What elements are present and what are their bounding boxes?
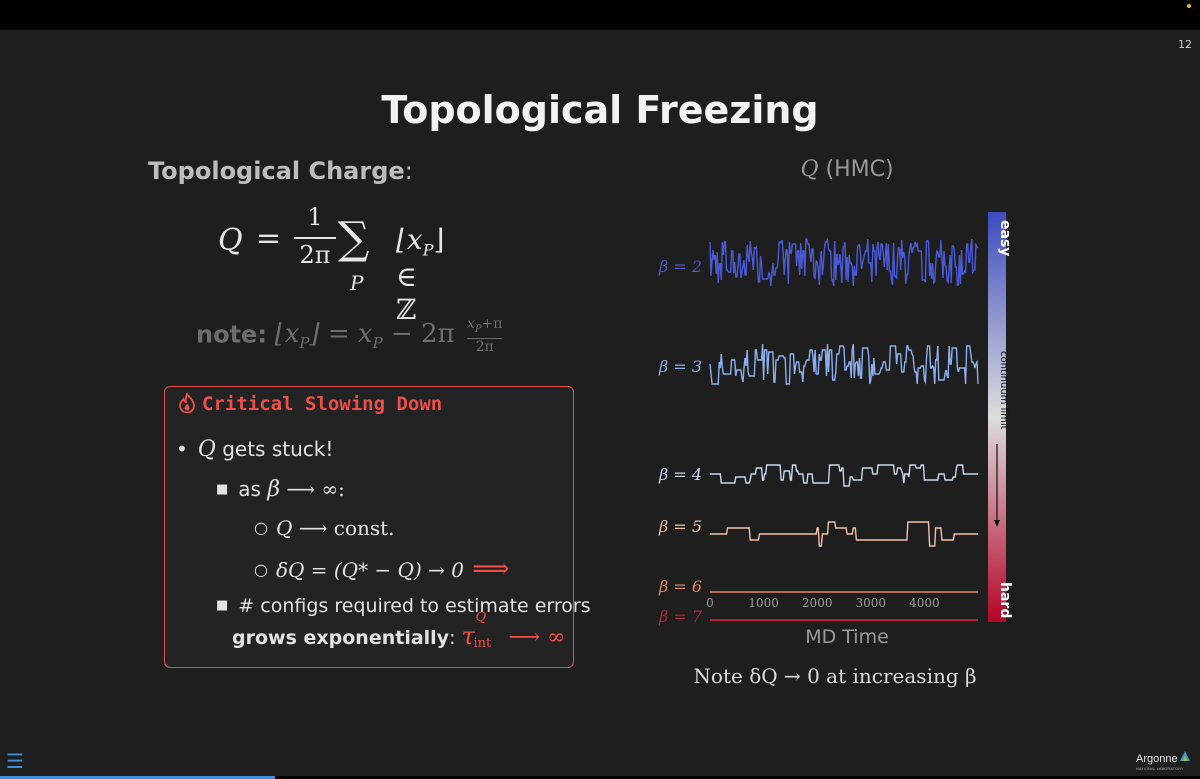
x-tick-label: 4000 — [909, 596, 940, 610]
series-label: β = 3 — [658, 357, 702, 376]
chart-x-label: MD Time — [805, 626, 889, 648]
bullet-q-stuck: • Q gets stuck! — [176, 437, 334, 462]
series-trace — [709, 237, 979, 287]
formula-frac-den: 2π — [299, 241, 331, 269]
colorbar-easy-label: easy — [997, 220, 1013, 256]
formula-frac-num: 1 — [307, 203, 323, 231]
bullet-q-const: ○ Q ⟶ const. — [254, 516, 395, 540]
bullet-as-beta: ■ as β ⟶ ∞: — [216, 477, 345, 502]
argonne-logo: Argonne NATIONAL LABORATORY — [1136, 747, 1192, 777]
x-tick-label: 2000 — [802, 596, 833, 610]
indicator-dot-icon — [1187, 4, 1191, 8]
x-tick-label: 3000 — [856, 596, 887, 610]
chart-traces — [709, 237, 979, 621]
series-trace — [709, 343, 979, 385]
hmc-chart: Q (HMC) β = 2 β = 3 β = 4 β = 5 β = 6 β = 7 0… — [658, 157, 1013, 648]
formula-q: Q — [218, 223, 243, 258]
charge-heading-colon: : — [404, 157, 413, 185]
colorbar-arrow-head-icon — [994, 520, 1000, 527]
svg-text:Argonne: Argonne — [1136, 753, 1178, 765]
formula-sum-sub: P — [350, 271, 364, 295]
charge-heading-bold: Topological Charge — [148, 157, 405, 185]
formula-term: ⌊xP⌋ ∈ ℤ — [396, 223, 445, 326]
svg-text:NATIONAL LABORATORY: NATIONAL LABORATORY — [1136, 766, 1184, 771]
chart-series-labels: β = 2 β = 3 β = 4 β = 5 β = 6 β = 7 — [658, 257, 703, 626]
note-expression: ⌊xP⌋ = xP − 2π xP+π 2π — [274, 316, 503, 355]
chart-title: Q (HMC) — [800, 157, 893, 182]
series-label: β = 7 — [658, 607, 703, 626]
bullet-configs: ■ # configs required to estimate errors — [216, 595, 591, 617]
series-trace — [710, 521, 978, 547]
formula-frac-bar — [294, 237, 336, 239]
series-label: β = 6 — [658, 577, 702, 596]
colorbar — [988, 212, 1006, 622]
note-label: note: — [196, 320, 267, 349]
series-label: β = 2 — [658, 257, 702, 276]
box-title: Critical Slowing Down — [178, 392, 442, 415]
argonne-logo-icon: Argonne NATIONAL LABORATORY — [1136, 751, 1190, 771]
series-trace — [710, 464, 978, 487]
critical-slowing-box — [164, 386, 574, 668]
chart-x-ticks: 0 1000 2000 3000 4000 — [706, 596, 939, 610]
colorbar-continuum-label: continuum limit — [998, 351, 1009, 430]
formula-equals: = — [256, 221, 282, 256]
bullet-delta-q: ○ δQ = (Q* − Q) → 0 ⟹ — [254, 554, 510, 584]
x-tick-label: 1000 — [748, 596, 779, 610]
series-label: β = 4 — [658, 465, 702, 484]
series-label: β = 5 — [658, 517, 702, 536]
window-top-bar — [0, 0, 1200, 30]
note-fraction: xP+π 2π — [466, 316, 503, 355]
charge-heading: Topological Charge: — [148, 157, 413, 185]
note-line: note: ⌊xP⌋ = xP − 2π xP+π 2π — [196, 316, 503, 355]
slide-title: Topological Freezing — [381, 88, 819, 132]
menu-icon[interactable]: ☰ — [6, 749, 24, 773]
colorbar-hard-label: hard — [997, 582, 1013, 618]
slide: 12 Topological Freezing Topological Char… — [0, 30, 1200, 779]
chart-footer-text: Note δQ → 0 at increasing β — [693, 664, 977, 688]
page-number: 12 — [1178, 38, 1192, 51]
x-tick-label: 0 — [706, 596, 714, 610]
formula-sum: ∑ — [338, 213, 370, 264]
flame-icon — [179, 392, 195, 414]
